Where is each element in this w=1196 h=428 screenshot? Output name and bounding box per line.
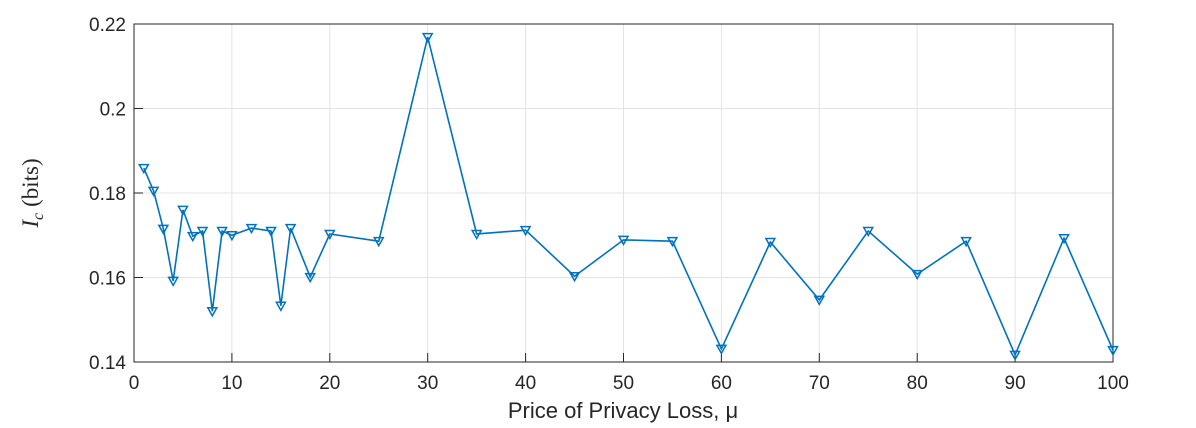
data-marker <box>284 223 297 235</box>
data-marker <box>147 186 160 197</box>
data-marker <box>265 226 277 238</box>
data-marker <box>226 231 238 242</box>
y-label-unit: (bits) <box>18 158 43 207</box>
data-marker <box>324 229 336 241</box>
x-tick-label: 30 <box>417 373 438 394</box>
x-tick-label: 100 <box>1097 373 1129 394</box>
x-axis-label: Price of Privacy Loss, μ <box>508 398 738 423</box>
data-marker <box>1107 345 1119 357</box>
data-marker <box>167 276 179 287</box>
data-marker <box>519 225 532 237</box>
data-marker <box>275 301 287 312</box>
y-tick-label: 0.22 <box>89 15 126 36</box>
data-marker <box>177 205 189 216</box>
y-axis-label: Ic (bits) <box>18 158 47 228</box>
data-marker <box>196 226 209 238</box>
y-tick-label: 0.2 <box>100 100 126 121</box>
x-tick-label: 20 <box>319 373 340 394</box>
x-tick-label: 60 <box>711 373 732 394</box>
x-tick-label: 40 <box>515 373 536 394</box>
x-tick-label: 70 <box>809 373 830 394</box>
x-tick-label: 90 <box>1005 373 1026 394</box>
x-tick-label: 80 <box>907 373 928 394</box>
data-marker <box>666 236 679 248</box>
data-marker <box>216 226 228 238</box>
data-marker <box>206 307 219 318</box>
data-marker <box>372 236 385 248</box>
data-marker <box>568 271 581 283</box>
y-tick-label: 0.16 <box>89 269 126 290</box>
data-marker <box>421 32 434 44</box>
y-label-symbol: I <box>18 219 43 229</box>
plot-frame <box>133 23 1114 363</box>
data-marker <box>862 226 875 238</box>
x-tick-label: 10 <box>221 373 242 394</box>
data-marker <box>1009 350 1021 361</box>
data-marker <box>617 235 630 246</box>
data-marker <box>1058 233 1070 245</box>
data-marker <box>813 295 826 306</box>
y-tick-label: 0.18 <box>89 184 126 205</box>
x-tick-label: 50 <box>613 373 634 394</box>
data-marker <box>245 223 258 235</box>
data-marker <box>304 272 317 284</box>
data-marker <box>186 231 199 243</box>
x-tick-label: 0 <box>129 373 140 394</box>
y-label-subscript: c <box>30 213 47 220</box>
data-marker <box>715 344 728 355</box>
data-marker <box>157 224 170 235</box>
data-marker <box>911 269 923 281</box>
y-tick-label: 0.14 <box>89 353 126 374</box>
data-marker <box>470 229 483 241</box>
data-marker <box>764 237 777 249</box>
data-marker <box>138 163 150 175</box>
series-line <box>143 36 1114 357</box>
data-marker <box>960 236 972 248</box>
